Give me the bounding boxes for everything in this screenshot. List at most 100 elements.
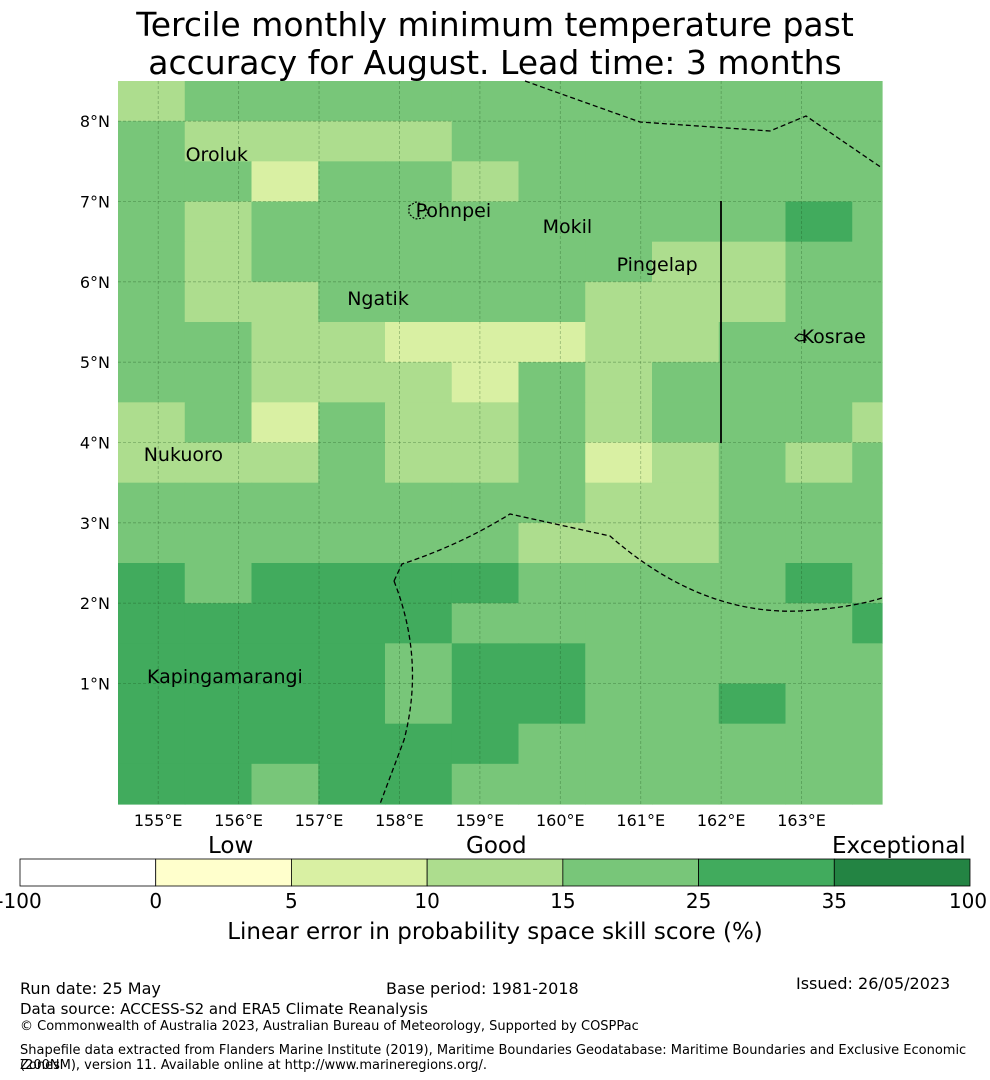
grid-cell (852, 362, 883, 403)
grid-cell (451, 563, 520, 604)
colorbar-tick: 5 (285, 889, 298, 913)
grid-cell (785, 643, 853, 685)
grid-cell (852, 603, 883, 644)
grid-cell (451, 643, 520, 685)
grid-cell (118, 683, 186, 725)
grid-cell (585, 81, 653, 122)
grid-cell (785, 442, 853, 484)
longitude-tick-label: 156°E (214, 811, 263, 830)
grid-cell (518, 281, 586, 323)
grid-cell (118, 201, 186, 243)
grid-cell (318, 161, 386, 203)
grid-cell (318, 362, 386, 403)
grid-cell (385, 442, 453, 484)
grid-cell (318, 121, 386, 162)
grid-cell (451, 723, 520, 765)
grid-cell (251, 241, 319, 283)
grid-cell (184, 522, 253, 564)
longitude-tick-label: 162°E (697, 811, 746, 830)
skill-grid (118, 81, 883, 805)
place-label: Nukuoro (143, 443, 224, 466)
grid-cell (785, 81, 853, 122)
grid-cell (451, 362, 520, 403)
grid-cell (785, 281, 853, 323)
grid-cell (518, 121, 586, 162)
grid-cell (251, 603, 319, 644)
grid-cell (585, 322, 653, 363)
grid-cell (318, 402, 386, 444)
colorbar (19, 858, 971, 887)
grid-cell (184, 322, 253, 363)
grid-cell (184, 643, 253, 685)
grid-cell (785, 563, 853, 604)
grid-cell (184, 603, 253, 644)
grid-cell (251, 201, 319, 243)
grid-cell (251, 563, 319, 604)
grid-cell (518, 322, 586, 363)
grid-cell (318, 201, 386, 243)
grid-cell (451, 322, 520, 363)
grid-cell (385, 683, 453, 725)
grid-cell (852, 442, 883, 484)
grid-cell (518, 522, 586, 564)
grid-cell (251, 442, 319, 484)
grid-cell (785, 763, 853, 805)
grid-cell (118, 482, 186, 524)
base-period: Base period: 1981-2018 (386, 979, 579, 998)
grid-cell (652, 723, 720, 765)
grid-cell (251, 683, 319, 725)
grid-cell (318, 442, 386, 484)
data-source: Data source: ACCESS-S2 and ERA5 Climate … (20, 1000, 428, 1018)
grid-cell (718, 482, 787, 524)
colorbar-label-low: Low (208, 833, 254, 859)
colorbar-segment (19, 858, 157, 887)
grid-cell (318, 723, 386, 765)
grid-cell (652, 201, 720, 243)
grid-cell (251, 161, 319, 203)
grid-cell (518, 442, 586, 484)
grid-cell (785, 683, 853, 725)
longitude-tick-label: 155°E (134, 811, 183, 830)
grid-cell (118, 322, 186, 363)
grid-cell (718, 362, 787, 403)
colorbar-tick: 15 (550, 889, 576, 913)
latitude-tick-label: 7°N (80, 193, 110, 212)
map-title-line2: accuracy for August. Lead time: 3 months (148, 43, 842, 82)
grid-cell (318, 241, 386, 283)
eez-boundary-south-east (393, 513, 883, 612)
grid-cell (852, 281, 883, 323)
grid-cell (518, 643, 586, 685)
grid-cell (318, 683, 386, 725)
grid-cell (785, 241, 853, 283)
grid-cell (718, 402, 787, 444)
grid-cell (652, 683, 720, 725)
place-label: Mokil (542, 216, 593, 239)
grid-cell (652, 603, 720, 644)
grid-cell (652, 362, 720, 403)
grid-cell (585, 121, 653, 162)
grid-cell (184, 281, 253, 323)
colorbar-tick: 100 (948, 889, 988, 913)
grid-cell (852, 161, 883, 203)
grid-cell (451, 121, 520, 162)
place-label: Ngatik (347, 287, 409, 310)
grid-cell (385, 763, 453, 805)
grid-cell (318, 763, 386, 805)
grid-cell (451, 402, 520, 444)
grid-cell (318, 281, 386, 323)
grid-cell (718, 322, 787, 363)
place-label: Kosrae (801, 325, 866, 348)
grid-cell (318, 522, 386, 564)
grid-cell (118, 161, 186, 203)
grid-cell (718, 161, 787, 203)
grid-cell (385, 723, 453, 765)
grid-cell (118, 643, 186, 685)
colorbar-tick: 0 (149, 889, 163, 913)
grid-cell (318, 322, 386, 363)
grid-cell (251, 723, 319, 765)
place-label: Pingelap (616, 254, 698, 276)
latitude-tick-label: 1°N (80, 675, 110, 694)
longitude-tick-label: 159°E (456, 811, 505, 830)
grid-cell (652, 121, 720, 162)
